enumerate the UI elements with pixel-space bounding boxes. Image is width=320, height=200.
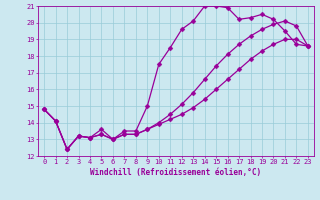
X-axis label: Windchill (Refroidissement éolien,°C): Windchill (Refroidissement éolien,°C) xyxy=(91,168,261,177)
